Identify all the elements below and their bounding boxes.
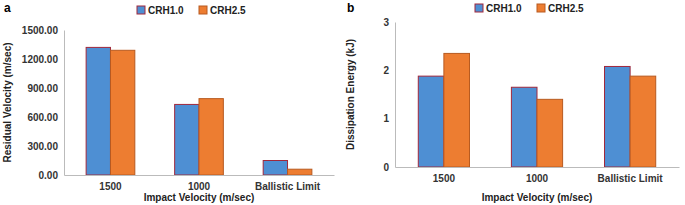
- legend-swatch: [137, 6, 145, 14]
- x-axis-title: Impact Velocity (m/sec): [482, 192, 593, 203]
- bar: [175, 104, 199, 175]
- legend-label: CRH1.0: [486, 3, 522, 14]
- y-tick-label: 1: [383, 113, 389, 124]
- legend-label: CRH2.5: [210, 5, 246, 16]
- x-tick-label: 1000: [188, 181, 211, 192]
- y-tick: 3: [383, 17, 395, 28]
- bar: [288, 169, 312, 175]
- bars: [418, 53, 655, 167]
- legend-label: CRH1.0: [148, 5, 184, 16]
- y-tick: 600.00: [27, 112, 64, 123]
- y-axis: 0 1 2 3: [383, 17, 395, 173]
- chart-panel: 0.00 300.00 600.00 900.00 1200.00 1500.00 1500…: [2, 1, 335, 203]
- legend-swatch: [475, 4, 483, 12]
- y-tick-label: 3: [383, 17, 389, 28]
- figure: 0.00 300.00 600.00 900.00 1200.00 1500.00 1500…: [0, 0, 685, 205]
- legend: CRH1.0 CRH2.5: [475, 3, 584, 14]
- chart-panel: 0 1 2 3 1500 1000 Ballistic Limit b Impact Veloc…: [345, 1, 680, 203]
- panel-title: a: [4, 1, 11, 15]
- x-tick: 1500: [99, 175, 122, 192]
- bar: [537, 99, 563, 167]
- bar: [110, 50, 134, 175]
- y-tick-label: 1500.00: [22, 25, 59, 36]
- x-axis: 1500 1000 Ballistic Limit: [396, 167, 680, 184]
- bar-series: [110, 50, 311, 175]
- y-tick: 0.00: [39, 170, 64, 181]
- legend-item: CRH1.0: [137, 5, 184, 16]
- plot-area: 0 1 2 3 1500 1000 Ballistic Limit: [383, 17, 679, 184]
- x-tick-label: 1500: [433, 173, 456, 184]
- y-tick-label: 2: [383, 65, 389, 76]
- bar: [86, 47, 110, 175]
- x-tick-label: Ballistic Limit: [598, 173, 664, 184]
- x-axis-line: [65, 175, 335, 176]
- y-tick: 1500.00: [22, 25, 64, 36]
- bar: [418, 76, 444, 167]
- bar: [511, 87, 537, 167]
- y-tick: 900.00: [27, 83, 64, 94]
- x-tick: 1500: [433, 167, 456, 184]
- y-axis-line: [395, 23, 396, 168]
- bars: [86, 47, 312, 175]
- y-tick-label: 900.00: [27, 83, 58, 94]
- x-tick: 1000: [188, 175, 211, 192]
- legend-label: CRH2.5: [548, 3, 584, 14]
- bar: [605, 66, 631, 167]
- x-tick-label: 1500: [99, 181, 122, 192]
- y-axis-title: Residual Velocity (m/sec): [2, 42, 13, 162]
- y-tick: 1: [383, 113, 395, 124]
- x-tick: 1000: [526, 167, 549, 184]
- x-axis-title: Impact Velocity (m/sec): [144, 192, 255, 203]
- legend: CRH1.0 CRH2.5: [137, 5, 246, 16]
- panel-title: b: [347, 1, 354, 15]
- legend-item: CRH2.5: [537, 3, 584, 14]
- legend-item: CRH1.0: [475, 3, 522, 14]
- y-tick: 300.00: [27, 141, 64, 152]
- x-tick: Ballistic Limit: [598, 167, 664, 184]
- x-axis-line: [396, 167, 680, 168]
- legend-item: CRH2.5: [199, 5, 246, 16]
- y-tick-label: 1200.00: [22, 54, 59, 65]
- y-tick-label: 0: [383, 162, 389, 173]
- y-tick-label: 0.00: [39, 170, 59, 181]
- bar-series: [86, 47, 287, 175]
- y-axis-line: [64, 31, 65, 176]
- y-tick-label: 600.00: [27, 112, 58, 123]
- legend-swatch: [199, 6, 207, 14]
- y-tick: 2: [383, 65, 395, 76]
- y-axis-title: Dissipation Energy (kJ): [345, 39, 356, 150]
- x-tick-label: Ballistic Limit: [255, 181, 321, 192]
- x-tick: Ballistic Limit: [255, 175, 321, 192]
- x-tick-label: 1000: [526, 173, 549, 184]
- bar: [199, 99, 223, 175]
- x-axis: 1500 1000 Ballistic Limit: [65, 175, 335, 192]
- plot-area: 0.00 300.00 600.00 900.00 1200.00 1500.00 1500…: [22, 25, 335, 192]
- bar: [263, 161, 287, 176]
- legend-swatch: [537, 4, 545, 12]
- bar: [630, 76, 656, 167]
- y-axis: 0.00 300.00 600.00 900.00 1200.00 1500.00: [22, 25, 65, 181]
- bar-series: [444, 53, 656, 167]
- y-tick: 1200.00: [22, 54, 64, 65]
- y-tick: 0: [383, 162, 395, 173]
- bar: [444, 53, 470, 167]
- y-tick-label: 300.00: [27, 141, 58, 152]
